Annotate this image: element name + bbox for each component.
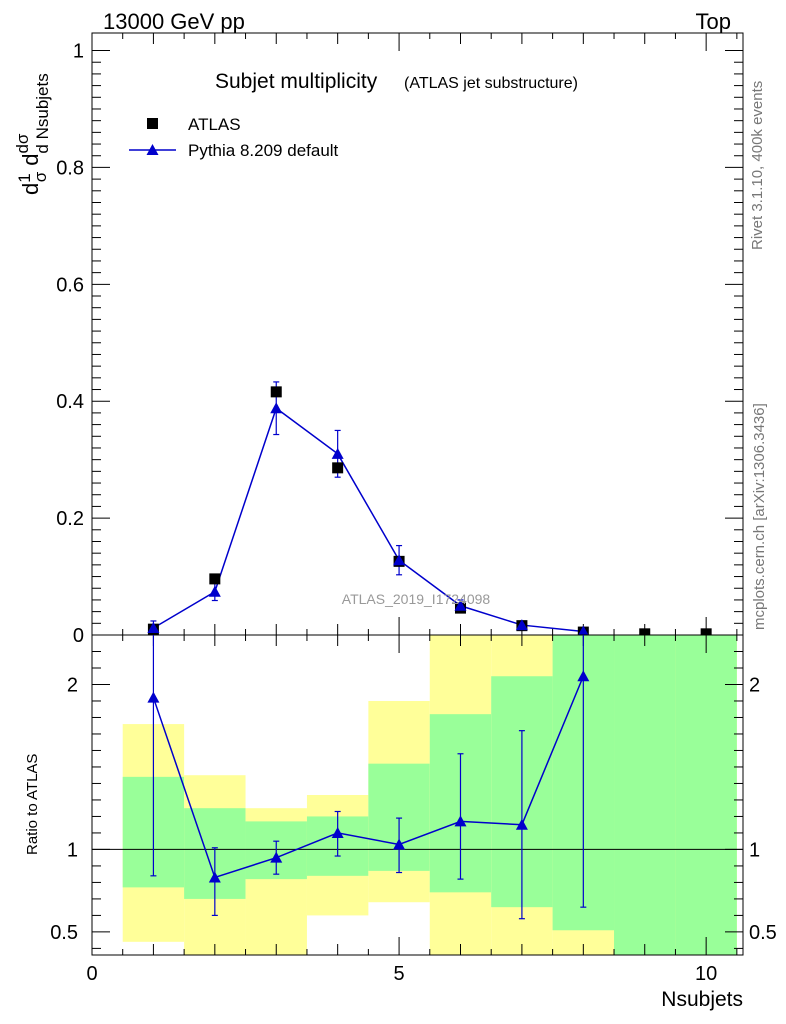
legend: ATLAS Pythia 8.209 default <box>129 115 339 160</box>
ratio-y-tick-label-left: 1 <box>67 839 78 861</box>
x-axis-label: Nsubjets <box>661 988 743 1011</box>
mc-point <box>393 554 406 566</box>
mcplots-label-group: mcplots.cern.ch [arXiv:1306.3436] <box>751 403 768 630</box>
data-point <box>209 573 221 585</box>
ratio-band-inner <box>675 635 737 955</box>
main-y-tick-label: 0.2 <box>56 508 84 530</box>
mc-point <box>147 621 160 633</box>
ratio-y-axis-label: Ratio to ATLAS <box>24 754 41 855</box>
main-y-axis-label: d1σddσd Nsubjets <box>13 73 52 195</box>
ratio-point <box>270 851 283 863</box>
ratio-y-tick-label-left: 0.5 <box>50 922 78 944</box>
data-point <box>700 628 712 640</box>
mcplots-label: mcplots.cern.ch [arXiv:1306.3436] <box>751 403 768 630</box>
ratio-band-inner <box>614 635 676 955</box>
data-point <box>270 386 282 398</box>
plot-title: Subjet multiplicity <box>215 70 378 93</box>
ratio-point <box>515 818 528 830</box>
ratio-y-tick-label-right: 1 <box>749 839 760 861</box>
legend-label-pythia: Pythia 8.209 default <box>188 141 339 160</box>
ratio-series-line <box>152 675 585 879</box>
ratio-panel: 0 5 10 0.5 0.5 1 1 2 2 <box>50 634 777 985</box>
plot-subtitle: (ATLAS jet substructure) <box>404 75 578 92</box>
legend-marker-atlas <box>147 118 158 129</box>
x-tick-label: 5 <box>394 963 405 985</box>
legend-label-atlas: ATLAS <box>188 115 241 134</box>
ratio-point <box>454 815 467 827</box>
mc-point <box>515 619 528 631</box>
mc-point <box>270 402 283 414</box>
header-left: 13000 GeV pp <box>103 9 245 34</box>
ratio-point <box>393 838 406 850</box>
main-y-tick-label: 0 <box>73 625 84 647</box>
main-panel: 0 0.2 0.4 0.6 0.8 1 <box>56 32 744 647</box>
data-point <box>639 628 651 640</box>
ratio-point <box>208 871 221 883</box>
header-right: Top <box>696 9 731 34</box>
main-y-tick-label: 1 <box>73 41 84 63</box>
main-y-tick-label: 0.8 <box>56 157 84 179</box>
ratio-y-tick-label-right: 0.5 <box>749 922 777 944</box>
ratio-point <box>577 670 590 682</box>
ratio-y-tick-label-right: 2 <box>749 674 760 696</box>
x-tick-label: 10 <box>695 963 717 985</box>
main-y-tick-label: 0.4 <box>56 391 84 413</box>
analysis-watermark: ATLAS_2019_I1724098 <box>342 591 491 607</box>
legend-marker-pythia <box>146 144 159 155</box>
rivet-label-group: Rivet 3.1.10, 400k events <box>749 81 766 250</box>
ratio-y-tick-label-left: 2 <box>67 674 78 696</box>
main-y-axis-label-text: d1σddσd Nsubjets <box>13 73 52 195</box>
ratio-point <box>331 826 344 838</box>
mc-point <box>331 447 344 459</box>
rivet-label: Rivet 3.1.10, 400k events <box>749 81 766 250</box>
ratio-frame <box>91 634 744 956</box>
mc-series-line <box>153 407 584 633</box>
mc-point <box>577 625 590 637</box>
ratio-y-axis-label-group: Ratio to ATLAS <box>24 754 41 855</box>
x-tick-label: 0 <box>86 963 97 985</box>
mc-point <box>454 599 467 611</box>
data-point <box>332 462 344 474</box>
ratio-point <box>147 691 160 703</box>
mc-point <box>208 585 221 597</box>
main-y-tick-label: 0.6 <box>56 274 84 296</box>
